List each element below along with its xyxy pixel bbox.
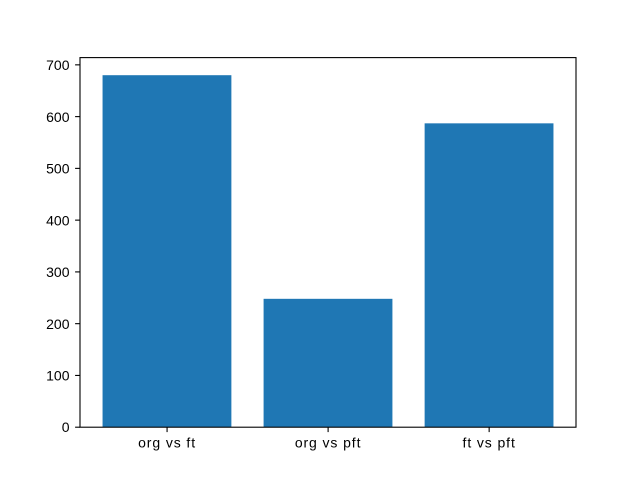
svg-text:700: 700 [46,57,70,73]
svg-text:org vs ft: org vs ft [138,435,196,451]
svg-text:100: 100 [46,368,70,384]
svg-text:500: 500 [46,161,70,177]
svg-text:0: 0 [62,419,70,435]
svg-text:ft vs pft: ft vs pft [463,435,516,451]
svg-text:600: 600 [46,109,70,125]
svg-text:400: 400 [46,212,70,228]
svg-text:200: 200 [46,316,70,332]
svg-text:300: 300 [46,264,70,280]
svg-text:org vs pft: org vs pft [295,435,362,451]
